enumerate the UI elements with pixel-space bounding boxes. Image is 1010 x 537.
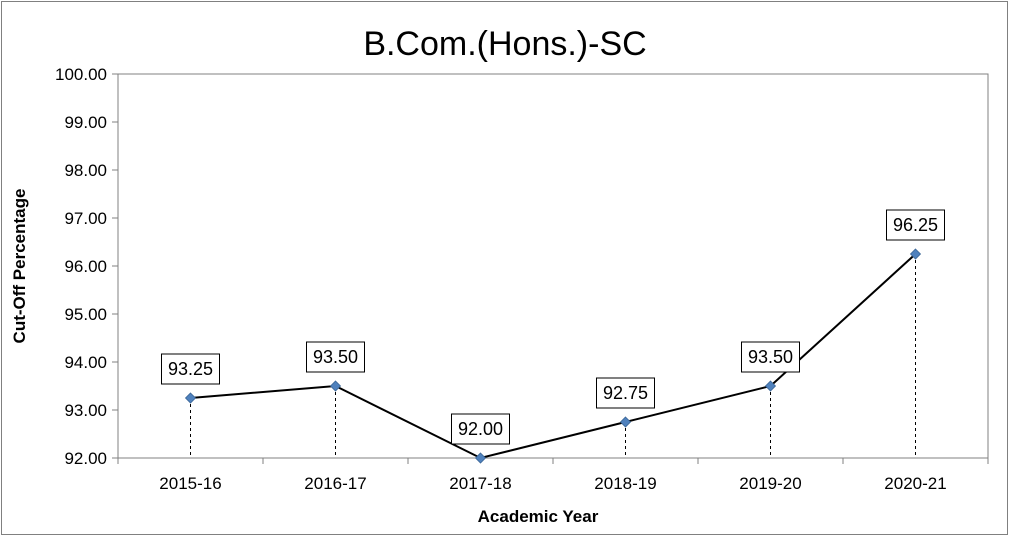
data-point — [764, 380, 777, 392]
y-tick-label: 95.00 — [64, 305, 107, 324]
data-label-box — [741, 341, 800, 373]
data-point — [619, 416, 632, 428]
data-label: 93.25 — [168, 359, 213, 379]
y-axis: 92.00 93.00 94.00 95.00 96.00 97.00 98.00 99.00… — [55, 65, 118, 468]
y-tick-label: 93.00 — [64, 401, 107, 420]
x-tick-label: 2016-17 — [304, 474, 366, 493]
y-tick-label: 99.00 — [64, 113, 107, 132]
plot-area — [117, 73, 989, 459]
data-point — [474, 452, 487, 464]
data-labels: 93.25 93.50 92.00 92.75 93.50 96.25 — [161, 209, 945, 445]
data-label-box — [596, 377, 655, 409]
x-tick-label: 2015-16 — [159, 474, 221, 493]
data-label: 96.25 — [893, 215, 938, 235]
data-label: 93.50 — [313, 347, 358, 367]
y-tick-label: 100.00 — [55, 65, 107, 84]
x-tick-label: 2017-18 — [449, 474, 511, 493]
x-tick-label: 2018-19 — [594, 474, 656, 493]
y-tick-label: 92.00 — [64, 449, 107, 468]
y-axis-title: Cut-Off Percentage — [10, 189, 29, 344]
data-label-box — [886, 209, 945, 241]
y-tick-label: 98.00 — [64, 161, 107, 180]
chart-title: B.Com.(Hons.)-SC — [363, 25, 646, 63]
data-point — [329, 380, 342, 392]
data-point — [909, 248, 922, 260]
x-tick-label: 2019-20 — [739, 474, 801, 493]
y-tick-label: 94.00 — [64, 353, 107, 372]
data-label-box — [161, 353, 220, 385]
data-point — [184, 392, 197, 404]
data-label: 92.00 — [458, 419, 503, 439]
data-label-box — [451, 413, 510, 445]
y-tick-label: 97.00 — [64, 209, 107, 228]
data-label-box — [306, 341, 365, 373]
drop-lines — [190, 254, 916, 458]
y-tick-label: 96.00 — [64, 257, 107, 276]
x-tick-label: 2020-21 — [884, 474, 946, 493]
x-axis: 2015-16 2016-17 2017-18 2018-19 2019-20 2020-… — [117, 458, 989, 493]
x-axis-title: Academic Year — [478, 507, 599, 526]
data-label: 93.50 — [748, 347, 793, 367]
data-label: 92.75 — [603, 383, 648, 403]
